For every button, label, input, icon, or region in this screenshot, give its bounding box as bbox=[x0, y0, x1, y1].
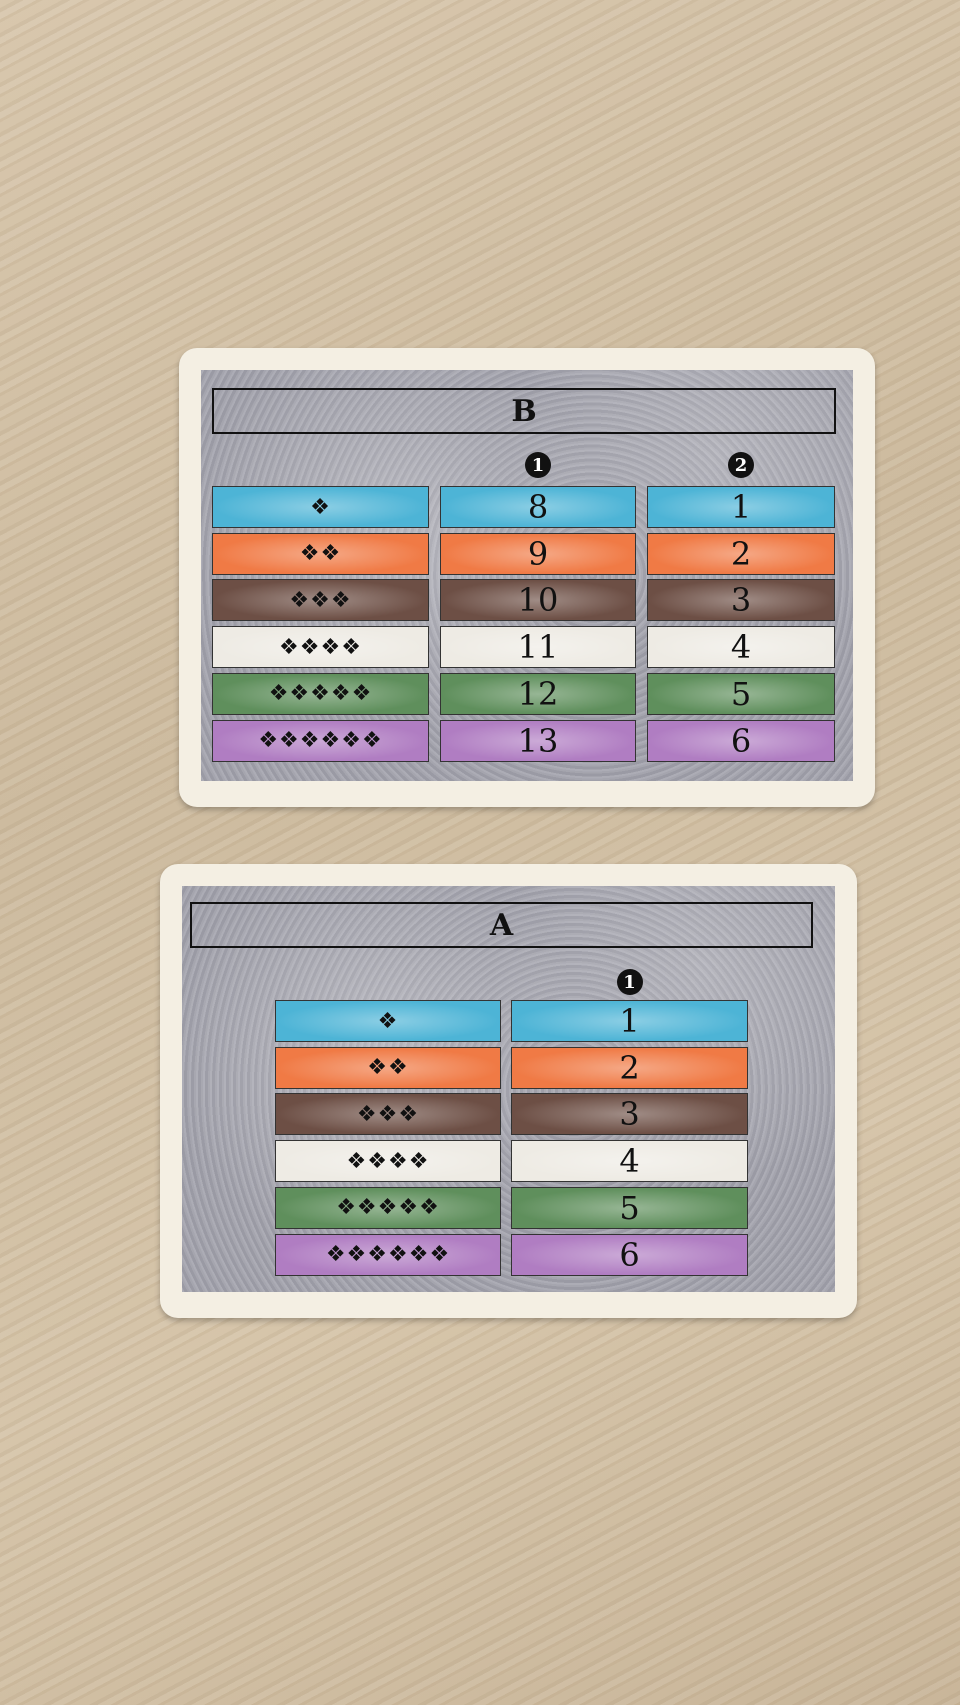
diamond-count-cell: ❖❖❖ bbox=[275, 1093, 501, 1136]
diamond-count-cell: ❖❖❖❖❖ bbox=[212, 672, 429, 715]
diamond-icon: ❖ bbox=[310, 494, 331, 520]
diamond-icon: ❖❖❖❖ bbox=[346, 1148, 430, 1174]
diamond-icon: ❖❖❖ bbox=[289, 587, 352, 613]
diamond-count-cell: ❖❖❖ bbox=[212, 579, 429, 622]
value-cell: 1 bbox=[511, 1000, 748, 1042]
column-header-badge: 1 bbox=[525, 452, 551, 478]
diamond-icon: ❖❖ bbox=[299, 541, 342, 567]
value-cell: 6 bbox=[511, 1233, 748, 1276]
card-title: A bbox=[190, 902, 813, 948]
column-header-badge: 2 bbox=[728, 452, 754, 478]
value-cell: 1 bbox=[647, 486, 835, 528]
value-cell: 4 bbox=[647, 626, 835, 669]
diamond-icon: ❖❖❖❖❖ bbox=[268, 681, 373, 707]
value-cell: 10 bbox=[440, 579, 636, 622]
value-cell: 5 bbox=[647, 672, 835, 715]
diamond-count-cell: ❖❖❖❖❖❖ bbox=[212, 719, 429, 762]
diamond-icon: ❖❖❖❖❖❖ bbox=[258, 728, 383, 753]
value-cell: 11 bbox=[440, 626, 636, 669]
value-cell: 12 bbox=[440, 672, 636, 715]
value-cell: 13 bbox=[440, 719, 636, 762]
diamond-count-cell: ❖❖❖❖❖ bbox=[275, 1186, 501, 1229]
value-cell: 6 bbox=[647, 719, 835, 762]
diamond-count-cell: ❖❖ bbox=[275, 1046, 501, 1089]
diamond-count-cell: ❖❖❖❖❖❖ bbox=[275, 1233, 501, 1276]
diamond-count-cell: ❖❖ bbox=[212, 532, 429, 575]
column-header-badge: 1 bbox=[616, 969, 643, 995]
value-cell: 8 bbox=[440, 486, 636, 528]
diamond-count-cell: ❖ bbox=[212, 486, 429, 528]
diamond-icon: ❖❖❖❖❖ bbox=[336, 1195, 440, 1221]
reference-card-b: B 1 2 ❖ 8 1 ❖❖ 9 2 ❖❖❖ 10 3 ❖❖❖❖ 11 4 ❖❖❖❖❖ 12 5 ❖❖❖❖❖❖ 13… bbox=[179, 348, 875, 807]
diamond-count-cell: ❖❖❖❖ bbox=[275, 1140, 501, 1183]
value-cell: 2 bbox=[647, 532, 835, 575]
value-cell: 3 bbox=[647, 579, 835, 622]
diamond-count-cell: ❖ bbox=[275, 1000, 501, 1042]
value-cell: 4 bbox=[511, 1140, 748, 1183]
value-cell: 3 bbox=[511, 1093, 748, 1136]
diamond-icon: ❖ bbox=[377, 1008, 399, 1034]
diamond-count-cell: ❖❖❖❖ bbox=[212, 626, 429, 669]
diamond-icon: ❖❖❖ bbox=[356, 1101, 420, 1127]
value-cell: 9 bbox=[440, 532, 636, 575]
diamond-icon: ❖❖ bbox=[367, 1055, 409, 1081]
reference-card-a: A 1 ❖ 1 ❖❖ 2 ❖❖❖ 3 ❖❖❖❖ 4 ❖❖❖❖❖ 5 ❖❖❖❖❖❖ 6 bbox=[160, 864, 857, 1318]
diamond-icon: ❖❖❖❖❖❖ bbox=[325, 1242, 451, 1267]
value-cell: 2 bbox=[511, 1046, 748, 1089]
value-cell: 5 bbox=[511, 1186, 748, 1229]
card-title: B bbox=[212, 388, 836, 434]
diamond-icon: ❖❖❖❖ bbox=[279, 634, 362, 660]
